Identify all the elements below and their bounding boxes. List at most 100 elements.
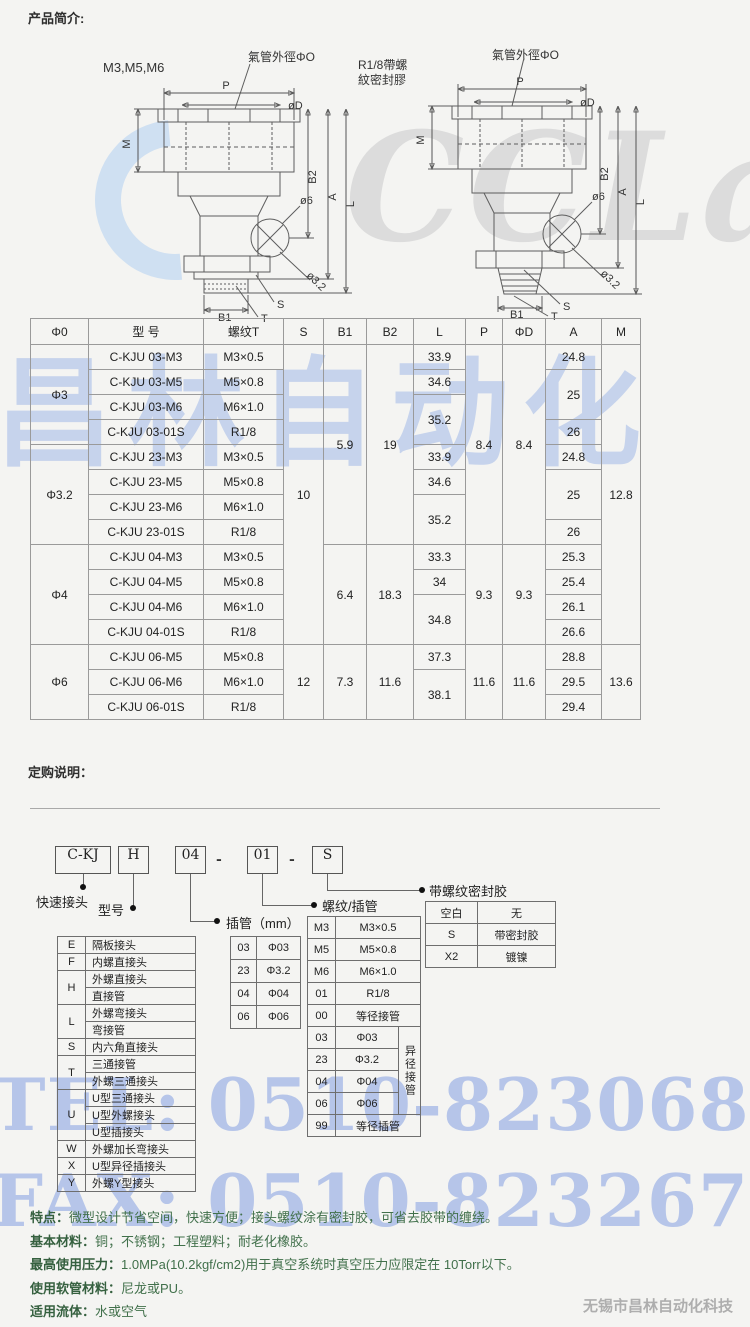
dia-cell: Φ6 xyxy=(30,644,89,720)
m-cell: 12.8 xyxy=(601,344,641,645)
desc-cell: 隔板接头 xyxy=(85,936,196,954)
dim-m: M xyxy=(121,139,133,148)
desc-cell: Φ06 xyxy=(335,1092,399,1115)
l-cell: 33.9 xyxy=(413,444,466,470)
code-cell: F xyxy=(57,953,86,971)
connector-dot xyxy=(80,884,86,890)
thread-cell: R1/8 xyxy=(203,519,284,545)
a-cell: 25.3 xyxy=(545,544,602,570)
feature-label: 特点： xyxy=(30,1210,70,1225)
model-cell: C-KJU 23-M6 xyxy=(88,494,204,520)
desc-cell: Φ04 xyxy=(335,1070,399,1093)
code-cell: Y xyxy=(57,1174,86,1192)
right-fitting-diagram: P øD M B2 A L ø6 ø3.2 B1 S T xyxy=(415,57,647,323)
code-cell: 04 xyxy=(307,1070,336,1093)
order-code-model: H xyxy=(118,846,149,874)
dim-d32: ø3.2 xyxy=(598,268,622,292)
table-row: C-KJU 04-01S R1/8 26.6 xyxy=(31,619,641,645)
group-label-cell: 异径接管 xyxy=(398,1026,421,1115)
label-model: 型号 xyxy=(98,903,125,918)
b2-cell: 19 xyxy=(366,344,414,545)
code-dash: - xyxy=(289,852,295,868)
code-cell: T xyxy=(57,1055,86,1090)
table-row: C-KJU 03-01S R1/8 26 xyxy=(31,419,641,445)
label-thread: 螺纹/插管 xyxy=(322,899,378,914)
code-cell: M6 xyxy=(307,960,336,983)
dim-t: T xyxy=(551,311,558,323)
table-row: M5 M5×0.8 xyxy=(307,938,421,961)
dim-s: S xyxy=(277,299,284,311)
model-cell: C-KJU 03-M5 xyxy=(88,369,204,395)
code-cell: 06 xyxy=(230,1005,257,1029)
p-cell: 8.4 xyxy=(465,344,503,545)
feature-line: 特点：微型设计节省空间，快速方便；接头螺纹涂有密封胶，可省去胶带的缠绕。 xyxy=(30,1206,735,1230)
dim-od: øD xyxy=(580,97,595,109)
code-cell: 空白 xyxy=(425,901,478,924)
d-cell: 8.4 xyxy=(502,344,546,545)
label-sealant: 带螺纹密封胶 xyxy=(429,884,508,899)
l-cell: 34.6 xyxy=(413,469,466,495)
thread-cell: M3×0.5 xyxy=(203,344,284,370)
thread-cell: M5×0.8 xyxy=(203,369,284,395)
feature-label: 基本材料： xyxy=(30,1233,96,1249)
a-cell: 25.4 xyxy=(545,569,602,595)
a-cell: 29.5 xyxy=(545,669,602,695)
thread-cell: M5×0.8 xyxy=(203,644,284,670)
a-cell: 29.4 xyxy=(545,694,602,720)
col-header: Φ0 xyxy=(30,318,89,345)
col-header: S xyxy=(283,318,324,345)
feature-label: 最高使用压力： xyxy=(30,1257,122,1272)
table-row: C-KJU 04-M6 M6×1.0 34.8 26.1 xyxy=(31,594,641,645)
col-header: B1 xyxy=(323,318,367,345)
connector-dot xyxy=(311,902,317,908)
desc-cell: Φ3.2 xyxy=(256,959,301,983)
l-cell: 33.9 xyxy=(413,344,466,370)
col-header: 型 号 xyxy=(88,318,204,345)
company-name: 无锡市昌林自动化科技 xyxy=(583,1298,734,1315)
table-row: 空白无 xyxy=(425,901,556,924)
desc-cell: 无 xyxy=(477,901,556,924)
col-header: ΦD xyxy=(502,318,546,345)
col-header: L xyxy=(413,318,466,345)
left-fitting-diagram: P øD M B2 A L ø6 ø3.2 S B1 T xyxy=(121,63,357,325)
desc-cell: 外螺弯接头 xyxy=(85,1004,196,1022)
l-cell: 33.3 xyxy=(413,544,466,570)
dia-cell: Φ3.2 xyxy=(30,444,89,545)
desc-cell: R1/8 xyxy=(335,982,421,1005)
a-cell: 26.6 xyxy=(545,619,602,645)
model-cell: C-KJU 23-M5 xyxy=(88,469,204,495)
table-row: F 内螺直接头 xyxy=(57,953,196,971)
l-cell: 35.2 xyxy=(413,494,466,545)
feature-notes: 特点：微型设计节省空间，快速方便；接头螺纹涂有密封胶，可省去胶带的缠绕。 基本材… xyxy=(30,1206,735,1324)
dim-p: P xyxy=(516,76,523,88)
desc-cell: 直接管 xyxy=(85,987,196,1005)
table-row: M6 M6×1.0 xyxy=(307,960,421,983)
feature-line: 最高使用压力：1.0MPa(10.2kgf/cm2)用于真空系统时真空压力应限定… xyxy=(30,1253,735,1277)
dim-d6: ø6 xyxy=(592,191,605,203)
a-cell: 26 xyxy=(545,419,602,445)
thread-cell: M6×1.0 xyxy=(203,669,284,695)
desc-cell: Φ03 xyxy=(335,1026,399,1049)
table-row: L 外螺弯接头 xyxy=(57,1004,196,1039)
d-cell: 11.6 xyxy=(502,644,546,720)
leader-line xyxy=(133,874,134,907)
desc-cell: 外螺直接头 xyxy=(85,970,196,988)
leader-line xyxy=(83,874,84,885)
thread-cell: M3×0.5 xyxy=(203,544,284,570)
model-cell: C-KJU 06-M5 xyxy=(88,644,204,670)
desc-cell: 内六角直接头 xyxy=(85,1038,196,1056)
desc-cell: Φ03 xyxy=(256,936,301,960)
code-cell: S xyxy=(425,923,478,946)
table-row: 99 等径插管 xyxy=(307,1114,421,1137)
a-cell: 24.8 xyxy=(545,344,602,370)
feature-line: 使用软管材料：尼龙或PU。 xyxy=(30,1277,735,1301)
model-cell: C-KJU 23-01S xyxy=(88,519,204,545)
desc-cell: 等径接管 xyxy=(335,1004,421,1027)
code-cell: 03 xyxy=(307,1026,336,1049)
code-cell: M5 xyxy=(307,938,336,961)
table-row: C-KJU 03-M5 M5×0.8 34.6 25 xyxy=(31,369,641,420)
table-row: T 三通接管 xyxy=(57,1055,196,1090)
code-cell: 23 xyxy=(307,1048,336,1071)
desc-cell: Φ04 xyxy=(256,982,301,1006)
leader-line xyxy=(190,921,215,922)
